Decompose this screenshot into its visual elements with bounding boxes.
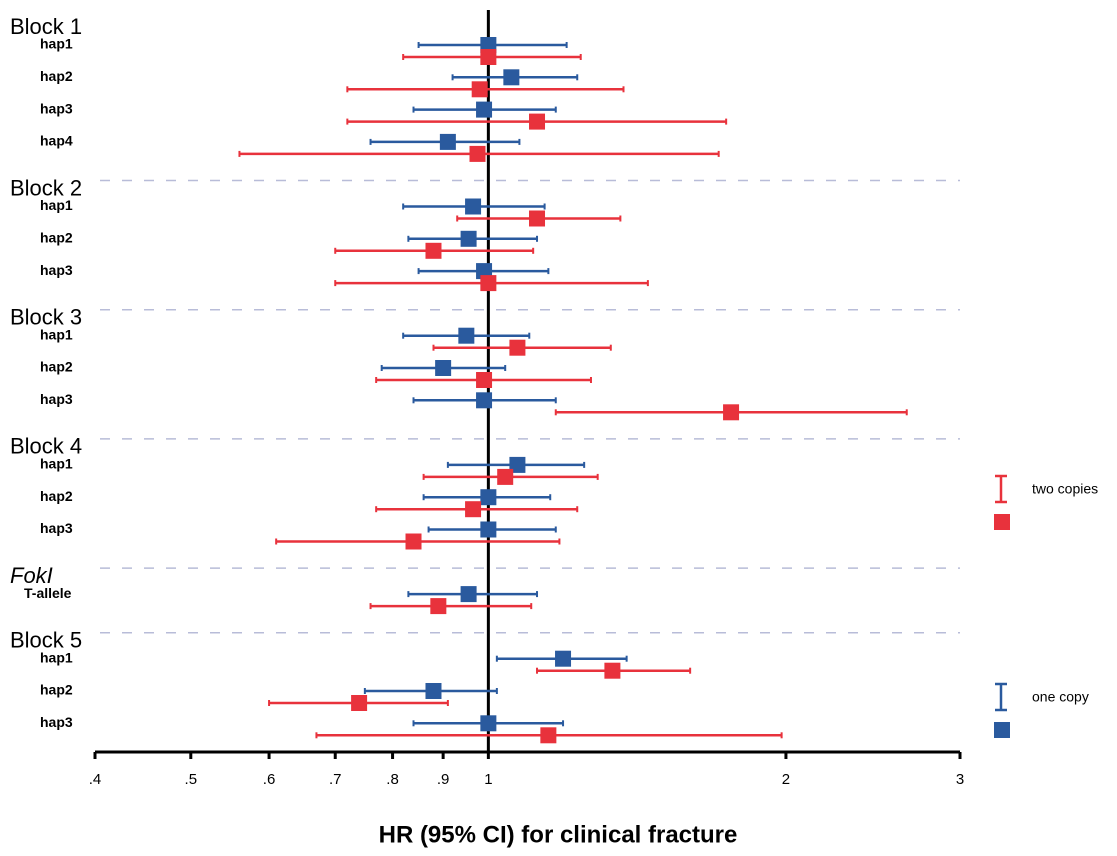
point-estimate — [503, 69, 520, 86]
group-label: Block 4 — [10, 434, 82, 459]
point-estimate — [480, 489, 497, 506]
row-label: hap1 — [40, 326, 73, 342]
row-label: T-allele — [24, 585, 72, 601]
point-estimate — [460, 230, 477, 247]
legend-label: one copy — [1032, 689, 1089, 705]
point-estimate — [480, 715, 497, 732]
row-label: hap1 — [40, 36, 73, 52]
point-estimate — [509, 456, 526, 473]
x-axis-label: HR (95% CI) for clinical fracture — [379, 821, 738, 848]
row-label: hap3 — [40, 262, 73, 278]
x-tick-label: 3 — [956, 771, 964, 788]
point-estimate — [476, 101, 493, 118]
x-tick-label: .4 — [89, 771, 102, 788]
point-estimate — [509, 339, 526, 356]
point-estimate — [480, 49, 497, 65]
row-label: hap2 — [40, 682, 73, 698]
group-label: Block 3 — [10, 305, 82, 330]
point-estimate — [471, 81, 488, 98]
point-estimate — [460, 586, 477, 603]
x-tick-label: .7 — [329, 771, 342, 788]
legend-label: two copies — [1032, 481, 1098, 497]
row-label: hap1 — [40, 197, 73, 213]
group-label: Block 2 — [10, 175, 82, 200]
point-estimate — [425, 683, 442, 699]
x-tick-label: 1 — [484, 771, 492, 788]
point-estimate — [497, 468, 514, 485]
point-estimate — [465, 198, 482, 215]
group-label: FokI — [10, 563, 53, 588]
x-tick-label: .9 — [437, 771, 450, 788]
point-estimate — [480, 521, 497, 538]
row-label: hap1 — [40, 649, 73, 665]
point-estimate — [540, 727, 557, 744]
row-label: hap2 — [40, 68, 73, 84]
row-label: hap2 — [40, 488, 73, 504]
group-label: Block 5 — [10, 628, 82, 653]
point-estimate — [604, 662, 621, 679]
legend-swatch — [994, 722, 1010, 738]
point-estimate — [458, 327, 475, 344]
point-estimate — [430, 598, 447, 615]
point-estimate — [723, 404, 740, 421]
x-tick-label: .8 — [386, 771, 399, 788]
row-label: hap3 — [40, 714, 73, 730]
row-label: hap1 — [40, 456, 73, 472]
group-label: Block 1 — [10, 14, 82, 39]
point-estimate — [555, 650, 572, 667]
row-label: hap3 — [40, 100, 73, 116]
point-estimate — [439, 133, 456, 150]
point-estimate — [469, 145, 486, 162]
row-label: hap2 — [40, 359, 73, 375]
point-estimate — [465, 501, 482, 518]
row-label: hap4 — [40, 133, 73, 149]
point-estimate — [405, 533, 422, 550]
point-estimate — [529, 210, 546, 227]
point-estimate — [435, 360, 452, 376]
point-estimate — [529, 113, 546, 130]
row-label: hap3 — [40, 520, 73, 536]
point-estimate — [425, 242, 442, 259]
legend-swatch — [994, 514, 1010, 530]
point-estimate — [351, 695, 368, 711]
row-label: hap2 — [40, 230, 73, 246]
row-label: hap3 — [40, 391, 73, 407]
point-estimate — [476, 392, 493, 409]
x-tick-label: .5 — [185, 771, 198, 788]
point-estimate — [480, 275, 497, 292]
x-tick-label: .6 — [263, 771, 276, 788]
point-estimate — [476, 372, 493, 388]
x-tick-label: 2 — [782, 771, 790, 788]
